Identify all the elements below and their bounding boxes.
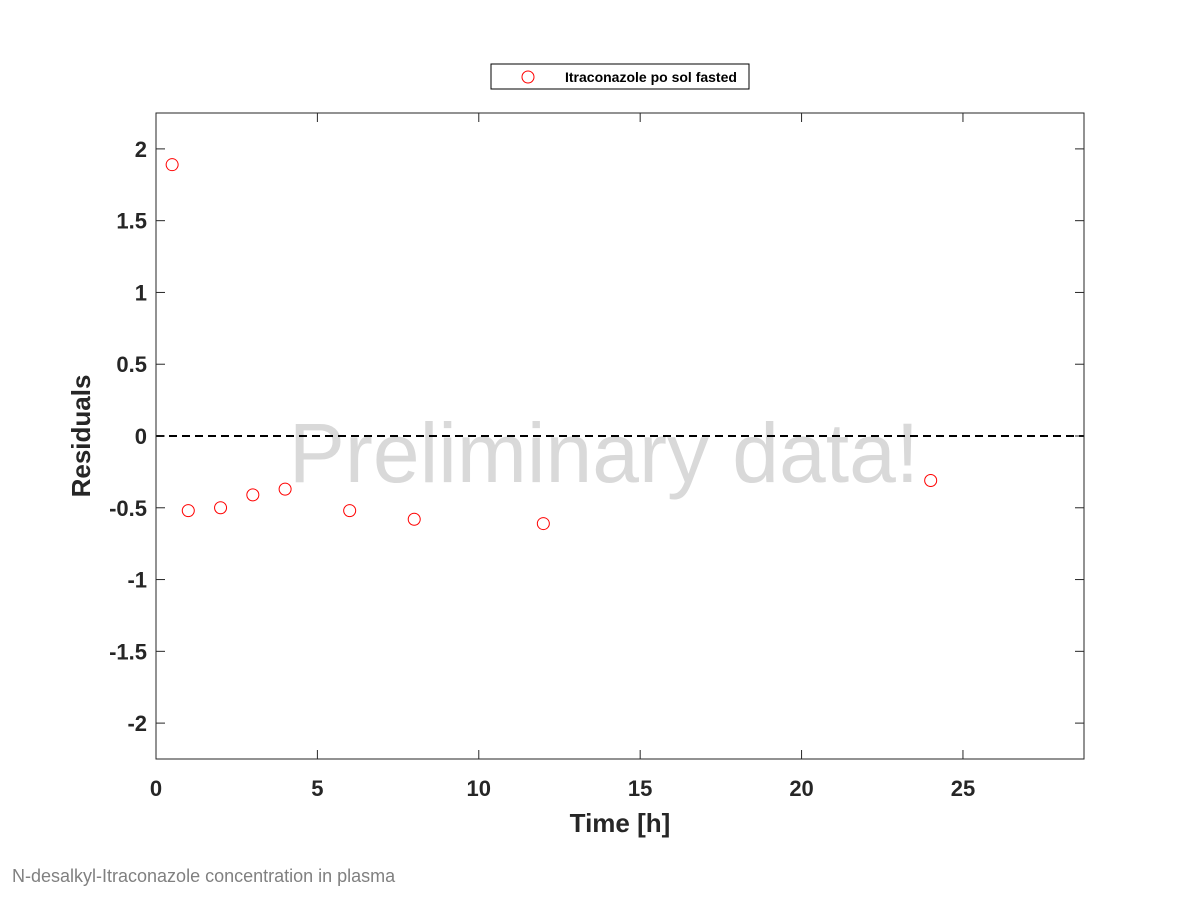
data-point — [278, 482, 292, 496]
y-tick-label: -1.5 — [109, 639, 147, 664]
data-point — [246, 488, 260, 502]
y-tick-label: 0 — [135, 424, 147, 449]
data-point — [536, 517, 550, 531]
data-points — [165, 158, 938, 531]
y-tick-label: 2 — [135, 137, 147, 162]
x-tick-label: 5 — [311, 776, 323, 801]
y-tick-label: -2 — [127, 711, 147, 736]
x-tick-label: 20 — [789, 776, 813, 801]
data-point — [343, 504, 357, 518]
x-tick-label: 15 — [628, 776, 652, 801]
y-axis-title: Residuals — [66, 375, 96, 498]
x-tick-label: 10 — [467, 776, 491, 801]
legend-marker — [521, 70, 535, 84]
y-tick-label: -1 — [127, 568, 147, 593]
data-point — [181, 504, 195, 518]
data-point — [924, 474, 938, 488]
y-tick-label: 1.5 — [116, 209, 147, 234]
legend: Itraconazole po sol fasted — [490, 63, 750, 90]
data-point — [165, 158, 179, 172]
plot-border — [155, 112, 1085, 760]
y-tick-label: 0.5 — [116, 352, 147, 377]
footnote: N-desalkyl-Itraconazole concentration in… — [12, 866, 396, 886]
axis-ticks: 0 5 10 15 20 25 2 1.5 1 0.5 0 -0.5 -1 -1.5 -2 — [109, 113, 1084, 801]
x-tick-label: 25 — [951, 776, 975, 801]
data-point — [407, 512, 421, 526]
data-point — [214, 501, 228, 515]
x-axis-title: Time [h] — [570, 808, 671, 838]
legend-label: Itraconazole po sol fasted — [565, 69, 737, 85]
watermark-text: Preliminary data! — [289, 406, 919, 500]
y-tick-label: -0.5 — [109, 496, 147, 521]
x-tick-label: 0 — [150, 776, 162, 801]
y-tick-label: 1 — [135, 280, 147, 305]
